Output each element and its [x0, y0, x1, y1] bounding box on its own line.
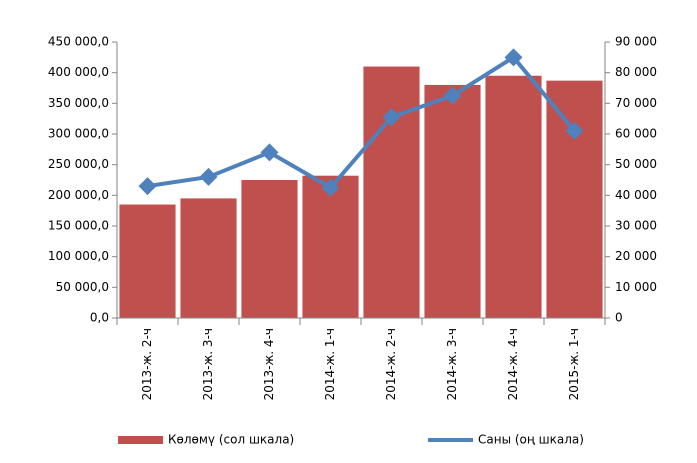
x-tick-label: 2013-ж. 4-ч: [262, 328, 276, 400]
marker: [443, 86, 462, 105]
bar: [424, 84, 481, 318]
x-tick-label: 2015-ж. 1-ч: [567, 328, 581, 400]
y-tick-label: 0,0: [90, 311, 109, 325]
bar: [180, 198, 237, 318]
x-tick-label: 2014-ж. 4-ч: [506, 328, 520, 400]
x-tick-label: 2014-ж. 1-ч: [323, 328, 337, 400]
y2-tick-label: 50 000: [615, 157, 657, 171]
y2-tick-label: 60 000: [615, 127, 657, 141]
y2-tick-label: 30 000: [615, 219, 657, 233]
y2-tick-label: 90 000: [615, 35, 657, 49]
bar: [119, 204, 176, 318]
legend-label: Саны (оң шкала): [478, 433, 584, 447]
y-tick-label: 200 000,0: [48, 188, 109, 202]
y2-tick-label: 10 000: [615, 280, 657, 294]
y-tick-label: 300 000,0: [48, 127, 109, 141]
marker: [565, 121, 584, 140]
x-tick-label: 2013-ж. 3-ч: [201, 328, 215, 400]
bar: [546, 80, 603, 318]
marker: [321, 178, 340, 197]
marker: [504, 48, 523, 67]
y-tick-label: 150 000,0: [48, 219, 109, 233]
y-tick-label: 50 000,0: [56, 280, 109, 294]
bar: [485, 75, 542, 318]
y2-tick-label: 80 000: [615, 65, 657, 79]
marker: [260, 143, 279, 162]
bar: [241, 180, 298, 318]
x-tick-label: 2014-ж. 2-ч: [384, 328, 398, 400]
marker: [138, 177, 157, 196]
x-tick-label: 2013-ж. 2-ч: [140, 328, 154, 400]
y2-tick-label: 40 000: [615, 188, 657, 202]
legend-swatch: [118, 436, 163, 444]
marker: [199, 167, 218, 186]
line: [147, 55, 577, 190]
legend-label: Көлөмү (сол шкала): [168, 433, 294, 447]
y-tick-label: 100 000,0: [48, 249, 109, 263]
y2-tick-label: 0: [615, 311, 623, 325]
y-tick-label: 450 000,0: [48, 35, 109, 49]
bar: [302, 175, 359, 318]
y-tick-label: 250 000,0: [48, 157, 109, 171]
marker: [382, 108, 401, 127]
y2-tick-label: 20 000: [615, 249, 657, 263]
y2-tick-label: 70 000: [615, 96, 657, 110]
bar: [363, 66, 420, 319]
y-tick-label: 350 000,0: [48, 96, 109, 110]
x-tick-label: 2014-ж. 3-ч: [445, 328, 459, 400]
y-tick-label: 400 000,0: [48, 65, 109, 79]
